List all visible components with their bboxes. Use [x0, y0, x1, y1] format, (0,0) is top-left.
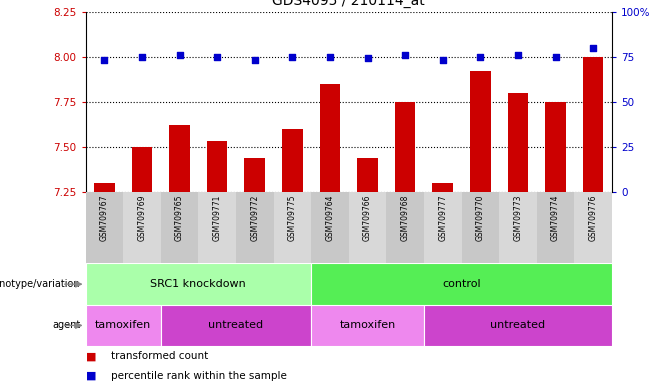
Text: untreated: untreated	[209, 320, 263, 331]
Bar	[86, 192, 123, 263]
Title: GDS4095 / 210114_at: GDS4095 / 210114_at	[272, 0, 425, 8]
Bar	[395, 102, 415, 192]
Bar	[499, 192, 537, 263]
Point	[99, 57, 110, 63]
Bar	[507, 93, 528, 192]
Bar	[123, 192, 161, 263]
Point	[513, 52, 523, 58]
Bar	[311, 305, 424, 346]
Bar	[424, 192, 461, 263]
Bar	[432, 183, 453, 192]
Bar	[274, 192, 311, 263]
Text: GSM709764: GSM709764	[326, 194, 334, 241]
Text: GSM709765: GSM709765	[175, 194, 184, 241]
Bar	[86, 305, 161, 346]
Bar	[207, 141, 228, 192]
Bar	[470, 71, 491, 192]
Point	[174, 52, 185, 58]
Text: GSM709769: GSM709769	[138, 194, 147, 241]
Text: transformed count: transformed count	[111, 351, 208, 361]
Text: GSM709773: GSM709773	[513, 194, 522, 241]
Bar	[386, 192, 424, 263]
Point	[249, 57, 260, 63]
Text: agent: agent	[52, 320, 80, 331]
Bar	[583, 56, 603, 192]
Bar	[311, 263, 612, 305]
Text: GSM709768: GSM709768	[401, 194, 410, 240]
Point	[550, 53, 561, 60]
Text: genotype/variation: genotype/variation	[0, 279, 80, 289]
Bar	[282, 129, 303, 192]
Bar	[94, 183, 114, 192]
Bar	[461, 192, 499, 263]
Bar	[537, 192, 574, 263]
Bar	[320, 84, 340, 192]
Text: GSM709776: GSM709776	[589, 194, 597, 241]
Bar	[244, 158, 265, 192]
Text: untreated: untreated	[490, 320, 545, 331]
Point	[137, 53, 147, 60]
Bar	[349, 192, 386, 263]
Bar	[311, 192, 349, 263]
Text: GSM709766: GSM709766	[363, 194, 372, 241]
Bar	[198, 192, 236, 263]
Point	[212, 53, 222, 60]
Point	[588, 45, 598, 51]
Text: tamoxifen: tamoxifen	[95, 320, 151, 331]
Bar	[357, 158, 378, 192]
Text: GSM709771: GSM709771	[213, 194, 222, 240]
Text: SRC1 knockdown: SRC1 knockdown	[151, 279, 246, 289]
Bar	[86, 263, 311, 305]
Bar	[161, 192, 198, 263]
Text: percentile rank within the sample: percentile rank within the sample	[111, 371, 286, 381]
Text: GSM709767: GSM709767	[100, 194, 109, 241]
Text: GSM709770: GSM709770	[476, 194, 485, 241]
Text: GSM709774: GSM709774	[551, 194, 560, 241]
Text: GSM709772: GSM709772	[250, 194, 259, 240]
Point	[287, 53, 297, 60]
Text: control: control	[442, 279, 481, 289]
Text: ■: ■	[86, 371, 96, 381]
Bar	[545, 102, 566, 192]
Bar	[424, 305, 612, 346]
Point	[475, 53, 486, 60]
Text: tamoxifen: tamoxifen	[340, 320, 395, 331]
Text: GSM709775: GSM709775	[288, 194, 297, 241]
Text: ■: ■	[86, 351, 96, 361]
Bar	[574, 192, 612, 263]
Bar	[169, 125, 190, 192]
Bar	[132, 147, 152, 192]
Bar	[161, 305, 311, 346]
Point	[324, 53, 335, 60]
Point	[438, 57, 448, 63]
Text: GSM709777: GSM709777	[438, 194, 447, 241]
Point	[400, 52, 411, 58]
Point	[363, 55, 373, 61]
Bar	[236, 192, 274, 263]
